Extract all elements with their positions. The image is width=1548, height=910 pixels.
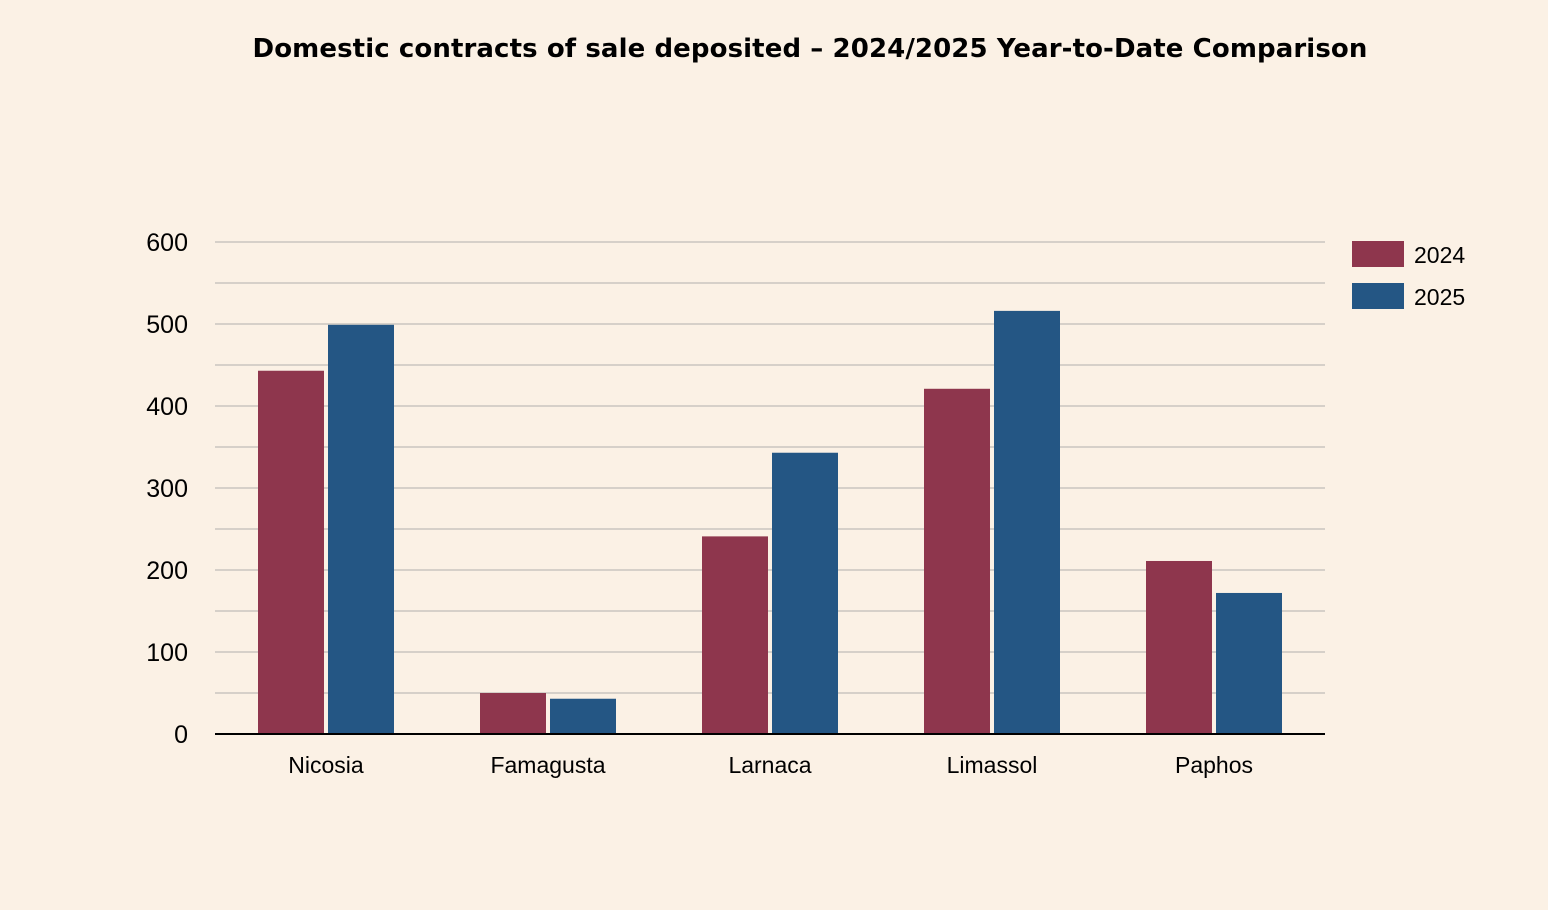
y-tick-label: 0 [174, 721, 188, 749]
y-tick-label: 500 [146, 311, 188, 339]
bar-2025-nicosia [328, 324, 394, 734]
y-tick-label: 600 [146, 229, 188, 257]
legend: 2024 2025 [1352, 241, 1465, 310]
bar-2024-famagusta [480, 693, 546, 734]
bar-2025-larnaca [772, 452, 838, 734]
y-tick-label: 100 [146, 639, 188, 667]
y-tick-label: 300 [146, 475, 188, 503]
y-tick-label: 200 [146, 557, 188, 585]
bar-2024-limassol [924, 388, 990, 734]
y-tick-label: 400 [146, 393, 188, 421]
bar-2024-larnaca [702, 536, 768, 734]
bars [258, 310, 1282, 734]
bar-2025-paphos [1216, 592, 1282, 734]
bar-2025-famagusta [550, 698, 616, 734]
x-tick-label: Larnaca [728, 752, 811, 778]
x-tick-label: Famagusta [490, 752, 605, 778]
grid-lines [215, 241, 1325, 694]
legend-swatch-2025 [1352, 283, 1404, 309]
legend-label-2025: 2025 [1414, 284, 1465, 310]
bar-2024-nicosia [258, 370, 324, 734]
x-tick-label: Limassol [947, 752, 1038, 778]
bar-2025-limassol [994, 310, 1060, 734]
legend-swatch-2024 [1352, 241, 1404, 267]
axes: 0 100 200 300 400 500 600 Nicosia Famagusta Larna… [146, 229, 1325, 778]
chart-title: Domestic contracts of sale deposited – 2… [252, 34, 1368, 64]
legend-label-2024: 2024 [1414, 242, 1465, 268]
x-tick-label: Paphos [1175, 752, 1253, 778]
bar-2024-paphos [1146, 560, 1212, 734]
x-tick-label: Nicosia [288, 752, 364, 778]
